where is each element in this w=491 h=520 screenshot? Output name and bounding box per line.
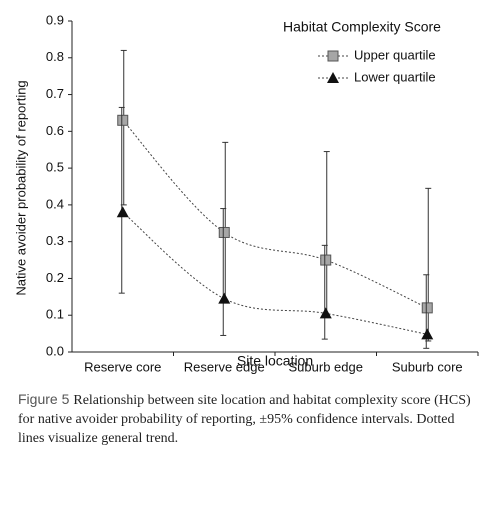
y-tick-label: 0.0 xyxy=(46,343,64,358)
caption-text: Relationship between site location and h… xyxy=(18,393,471,446)
x-tick-label: Reserve edge xyxy=(184,359,265,374)
caption-label: Figure 5 xyxy=(18,391,70,407)
x-axis-label: Site location xyxy=(237,353,313,369)
chart: Native avoider probability of reporting … xyxy=(13,12,479,374)
x-tick-label: Reserve core xyxy=(84,359,161,374)
legend-label: Upper quartile xyxy=(354,47,436,62)
marker xyxy=(320,254,332,266)
y-tick-label: 0.4 xyxy=(46,196,64,211)
y-tick-label: 0.6 xyxy=(46,123,64,138)
marker xyxy=(117,114,129,126)
legend-marker xyxy=(327,50,339,62)
marker xyxy=(218,226,230,238)
marker xyxy=(319,307,332,319)
y-tick-label: 0.3 xyxy=(46,233,64,248)
trend-line xyxy=(122,119,428,309)
legend-title: Habitat Complexity Score xyxy=(283,19,441,35)
marker xyxy=(218,292,231,304)
y-tick-label: 0.5 xyxy=(46,160,64,175)
marker xyxy=(116,206,129,218)
y-tick-label: 0.7 xyxy=(46,86,64,101)
legend-marker xyxy=(327,72,339,83)
y-tick-label: 0.1 xyxy=(46,307,64,322)
marker xyxy=(421,302,433,314)
y-tick-label: 0.2 xyxy=(46,270,64,285)
y-tick-label: 0.9 xyxy=(46,12,64,27)
y-axis-label: Native avoider probability of reporting xyxy=(13,80,28,295)
x-tick-label: Suburb core xyxy=(392,359,463,374)
trend-line xyxy=(122,211,428,335)
caption: Figure 5 Relationship between site locati… xyxy=(18,390,473,448)
marker xyxy=(421,328,434,340)
legend-label: Lower quartile xyxy=(354,69,436,84)
y-tick-label: 0.8 xyxy=(46,49,64,64)
x-tick-label: Suburb edge xyxy=(289,359,363,374)
